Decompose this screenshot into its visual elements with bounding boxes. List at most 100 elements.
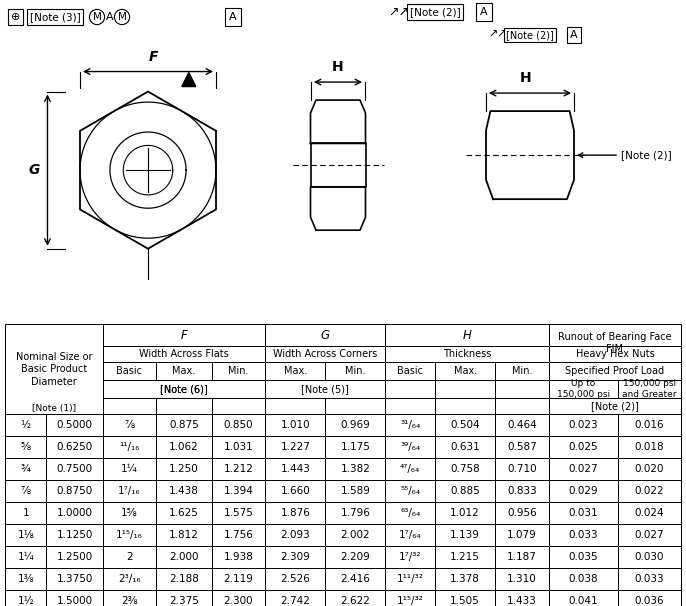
Text: 1¹⁵/₁₆: 1¹⁵/₁₆ bbox=[116, 530, 143, 540]
Bar bbox=[103, 362, 156, 380]
Text: ⁶³/₆₄: ⁶³/₆₄ bbox=[400, 508, 421, 518]
Text: M: M bbox=[117, 12, 126, 22]
Text: ↗↗: ↗↗ bbox=[388, 5, 409, 19]
Text: 0.025: 0.025 bbox=[569, 442, 598, 452]
Text: Width Across Flats: Width Across Flats bbox=[139, 349, 229, 359]
Bar bbox=[435, 398, 495, 414]
Text: [Note (2)]: [Note (2)] bbox=[506, 30, 554, 40]
Bar bbox=[265, 502, 325, 524]
Text: ¾: ¾ bbox=[21, 464, 31, 474]
Bar bbox=[265, 480, 325, 502]
Text: F: F bbox=[148, 50, 158, 64]
Text: [Note (1)]: [Note (1)] bbox=[32, 404, 76, 413]
Text: ⅞: ⅞ bbox=[124, 420, 134, 430]
Text: 1.575: 1.575 bbox=[224, 508, 253, 518]
Bar bbox=[212, 590, 265, 606]
Text: ⁵⁵/₆₄: ⁵⁵/₆₄ bbox=[400, 486, 421, 496]
Bar bbox=[47, 436, 103, 458]
Text: [Note (2)]: [Note (2)] bbox=[621, 150, 672, 160]
Text: 1.187: 1.187 bbox=[507, 552, 537, 562]
Text: H: H bbox=[520, 71, 532, 85]
Text: 1¼: 1¼ bbox=[17, 552, 34, 562]
Text: 0.631: 0.631 bbox=[450, 442, 480, 452]
Text: 2.119: 2.119 bbox=[224, 574, 253, 584]
Text: 2.093: 2.093 bbox=[281, 530, 310, 540]
Bar bbox=[618, 524, 681, 546]
Bar bbox=[325, 568, 386, 590]
Text: 0.7500: 0.7500 bbox=[56, 464, 93, 474]
Bar bbox=[495, 546, 549, 568]
Text: 1.139: 1.139 bbox=[450, 530, 480, 540]
Bar bbox=[435, 502, 495, 524]
Text: 1.505: 1.505 bbox=[450, 596, 480, 606]
Bar bbox=[156, 480, 212, 502]
Bar bbox=[386, 502, 435, 524]
Text: 2.300: 2.300 bbox=[224, 596, 253, 606]
Text: 0.5000: 0.5000 bbox=[56, 420, 93, 430]
Text: 1⅜: 1⅜ bbox=[17, 574, 34, 584]
Bar bbox=[212, 436, 265, 458]
Bar bbox=[435, 524, 495, 546]
Text: Width Across Corners: Width Across Corners bbox=[273, 349, 377, 359]
Text: 1: 1 bbox=[23, 508, 29, 518]
Text: 1.756: 1.756 bbox=[224, 530, 253, 540]
Bar bbox=[156, 568, 212, 590]
Text: A: A bbox=[106, 12, 114, 22]
Text: H: H bbox=[332, 60, 344, 74]
Bar bbox=[212, 362, 265, 380]
Bar bbox=[325, 414, 386, 436]
Text: ⅞: ⅞ bbox=[21, 486, 31, 496]
Text: 0.022: 0.022 bbox=[635, 486, 664, 496]
Bar bbox=[386, 398, 435, 414]
Bar bbox=[47, 546, 103, 568]
Bar bbox=[386, 324, 549, 346]
Bar bbox=[265, 546, 325, 568]
Bar bbox=[5, 480, 47, 502]
Bar bbox=[618, 380, 681, 398]
Text: 1.0000: 1.0000 bbox=[56, 508, 93, 518]
Bar bbox=[618, 398, 681, 414]
Text: 1⁷/₆₄: 1⁷/₆₄ bbox=[399, 530, 421, 540]
Bar bbox=[325, 398, 386, 414]
Bar bbox=[265, 362, 325, 380]
Bar bbox=[386, 458, 435, 480]
Text: ⅝: ⅝ bbox=[21, 442, 31, 452]
Bar bbox=[549, 362, 681, 380]
Bar bbox=[103, 568, 156, 590]
Bar bbox=[549, 398, 681, 414]
Text: Min.: Min. bbox=[345, 366, 366, 376]
Bar bbox=[5, 546, 47, 568]
Bar bbox=[5, 324, 103, 414]
Bar bbox=[549, 480, 618, 502]
Text: 1.5000: 1.5000 bbox=[56, 596, 93, 606]
Text: 0.031: 0.031 bbox=[569, 508, 598, 518]
Bar bbox=[549, 346, 681, 362]
Bar bbox=[265, 414, 325, 436]
Text: [Note (3)]: [Note (3)] bbox=[30, 12, 81, 22]
Bar bbox=[103, 380, 265, 398]
Bar bbox=[103, 524, 156, 546]
Bar bbox=[265, 524, 325, 546]
Text: 0.587: 0.587 bbox=[507, 442, 537, 452]
Bar bbox=[156, 436, 212, 458]
Bar bbox=[325, 502, 386, 524]
Text: [Note (6)]: [Note (6)] bbox=[160, 384, 208, 394]
Bar bbox=[386, 436, 435, 458]
Bar bbox=[386, 414, 435, 436]
Text: 1.012: 1.012 bbox=[450, 508, 480, 518]
Text: ⊕: ⊕ bbox=[11, 12, 21, 22]
Bar bbox=[212, 546, 265, 568]
Text: 0.041: 0.041 bbox=[569, 596, 598, 606]
Bar bbox=[618, 568, 681, 590]
Bar bbox=[103, 480, 156, 502]
Text: 0.758: 0.758 bbox=[450, 464, 480, 474]
Text: 0.038: 0.038 bbox=[569, 574, 598, 584]
Bar bbox=[103, 346, 265, 362]
Bar bbox=[549, 524, 618, 546]
Bar bbox=[47, 414, 103, 436]
Text: 1.310: 1.310 bbox=[507, 574, 537, 584]
Bar bbox=[212, 502, 265, 524]
Bar bbox=[386, 380, 435, 398]
Bar bbox=[495, 398, 549, 414]
Bar bbox=[103, 436, 156, 458]
